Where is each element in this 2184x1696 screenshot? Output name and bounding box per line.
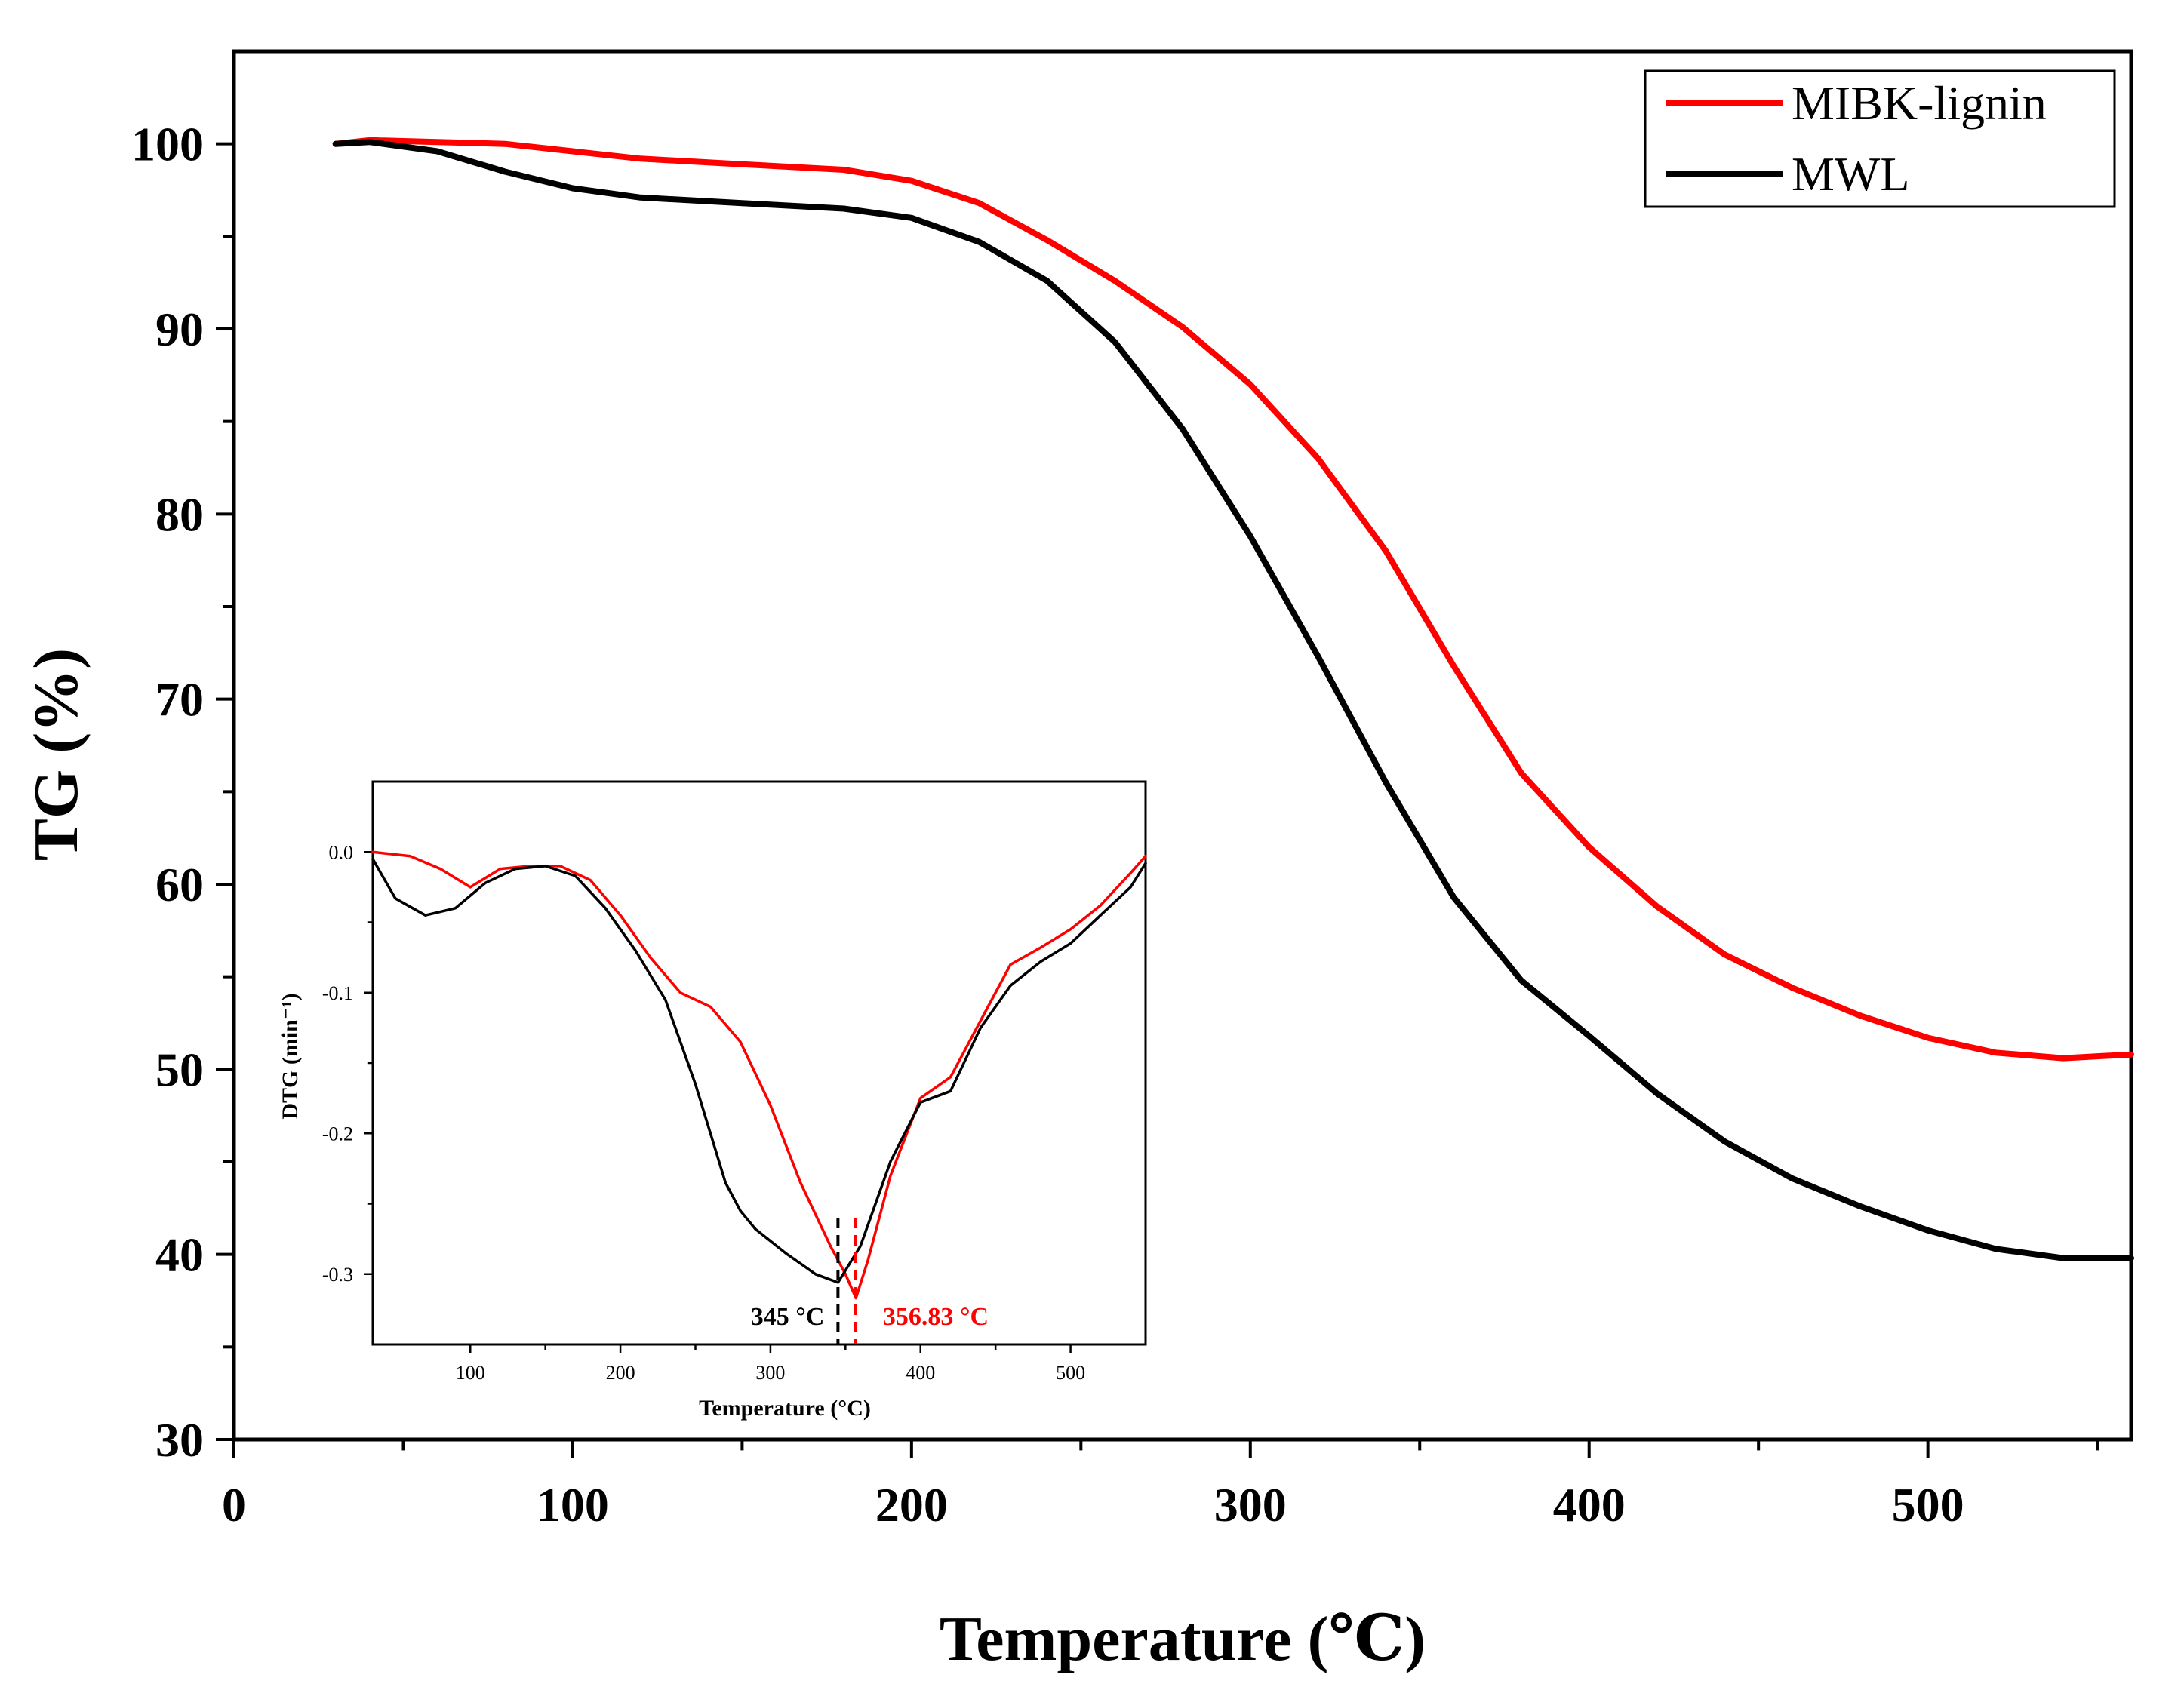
legend-label-mibk-lignin: MIBK-lignin (1792, 76, 2047, 130)
inset-y-tick-label: -0.2 (322, 1123, 353, 1144)
main-y-tick-label: 90 (155, 303, 204, 356)
inset-dtg-chart: 100 200 300 400 500 0.0 -0.1 -0.2 -0.3 345 °C 35… (278, 780, 1147, 1421)
inset-y-ticks: 0.0 -0.1 -0.2 -0.3 (322, 841, 373, 1286)
main-plot-frame (232, 49, 2133, 1442)
inset-series (371, 850, 1147, 1300)
main-series-line-mibk-lignin (332, 137, 2134, 1062)
main-y-tick-label: 30 (155, 1413, 204, 1467)
main-series-line-mwl (332, 139, 2134, 1261)
inset-x-ticks: 100 200 300 400 500 (456, 1344, 1085, 1384)
legend: MIBK-lignin MWL (1644, 69, 2116, 208)
main-x-tick-label: 200 (875, 1478, 948, 1532)
inset-x-tick-label: 400 (906, 1362, 935, 1384)
inset-peak-annotations: 345 °C 356.83 °C (751, 1218, 989, 1344)
main-series (332, 137, 2134, 1261)
inset-x-axis-title: Temperature (°C) (699, 1396, 871, 1421)
inset-y-tick-label: -0.1 (322, 982, 353, 1004)
main-x-tick-label: 500 (1892, 1478, 1964, 1532)
peak-annotation-label: 345 °C (751, 1303, 825, 1331)
legend-box (1644, 69, 2116, 208)
inset-x-tick-label: 500 (1056, 1362, 1085, 1384)
inset-x-tick-label: 200 (606, 1362, 635, 1384)
main-y-ticks: 30 40 50 60 70 80 90 100 (131, 118, 234, 1467)
inset-y-tick-label: 0.0 (329, 841, 354, 863)
main-chart: 0 100 200 300 400 500 30 40 50 60 70 80 90 100 Tempe… (21, 49, 2134, 1674)
main-x-ticks: 0 100 200 300 400 500 (222, 1439, 2099, 1532)
inset-y-axis-title: DTG (min⁻¹) (278, 993, 303, 1119)
main-y-tick-label: 100 (131, 118, 204, 171)
main-y-axis-title: TG (%) (21, 648, 91, 861)
main-x-tick-label: 300 (1214, 1478, 1287, 1532)
main-y-tick-label: 70 (155, 673, 204, 727)
main-y-tick-label: 80 (155, 487, 204, 541)
legend-label-mwl: MWL (1792, 147, 1909, 201)
peak-annotation-label: 356.83 °C (883, 1303, 989, 1331)
inset-x-tick-label: 100 (456, 1362, 485, 1384)
main-y-tick-label: 40 (155, 1228, 204, 1282)
inset-series-line-mwl (371, 857, 1147, 1284)
main-x-axis-title: Temperature (℃) (940, 1604, 1426, 1674)
main-x-tick-label: 0 (222, 1478, 246, 1532)
main-y-tick-label: 50 (155, 1043, 204, 1096)
main-x-tick-label: 400 (1553, 1478, 1626, 1532)
inset-y-tick-label: -0.3 (322, 1264, 353, 1286)
inset-x-tick-label: 300 (755, 1362, 785, 1384)
inset-series-line-mibk-lignin (371, 850, 1147, 1300)
main-x-tick-label: 100 (537, 1478, 609, 1532)
main-y-tick-label: 60 (155, 858, 204, 911)
inset-background (373, 782, 1146, 1344)
